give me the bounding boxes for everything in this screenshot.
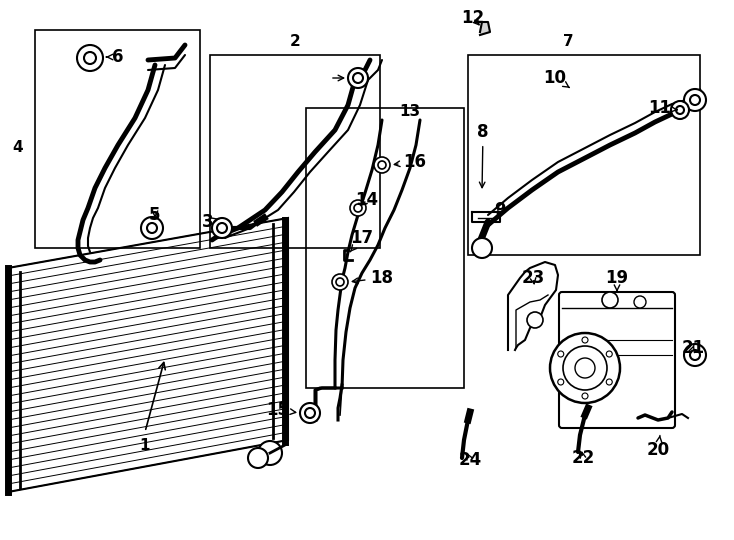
Text: 15: 15	[266, 401, 296, 419]
Text: 2: 2	[290, 35, 300, 50]
Text: 12: 12	[462, 9, 484, 27]
Circle shape	[676, 106, 684, 114]
Circle shape	[671, 101, 689, 119]
Circle shape	[602, 292, 618, 308]
Text: 6: 6	[106, 48, 124, 66]
Polygon shape	[508, 262, 558, 350]
Text: 17: 17	[350, 229, 374, 252]
Circle shape	[248, 448, 268, 468]
Circle shape	[634, 296, 646, 308]
Text: 21: 21	[681, 339, 705, 357]
Circle shape	[582, 337, 588, 343]
Text: 4: 4	[12, 140, 23, 156]
Circle shape	[350, 200, 366, 216]
Circle shape	[558, 379, 564, 385]
Circle shape	[336, 278, 344, 286]
Circle shape	[217, 223, 227, 233]
Text: 20: 20	[647, 435, 669, 459]
Text: 18: 18	[352, 269, 393, 287]
Circle shape	[141, 217, 163, 239]
Circle shape	[332, 274, 348, 290]
Text: 19: 19	[606, 269, 628, 291]
Circle shape	[690, 350, 700, 360]
Circle shape	[684, 89, 706, 111]
Text: 3: 3	[202, 213, 219, 231]
Circle shape	[84, 52, 96, 64]
Circle shape	[77, 45, 103, 71]
Circle shape	[550, 333, 620, 403]
Text: 23: 23	[521, 269, 545, 287]
Circle shape	[472, 238, 492, 258]
Text: 9: 9	[494, 201, 506, 219]
Circle shape	[690, 95, 700, 105]
Circle shape	[300, 403, 320, 423]
Bar	[35, 30, 200, 248]
Text: 22: 22	[571, 449, 595, 467]
Circle shape	[258, 441, 282, 465]
Circle shape	[684, 344, 706, 366]
Circle shape	[558, 351, 564, 357]
Polygon shape	[8, 218, 288, 492]
Bar	[306, 108, 464, 388]
Circle shape	[563, 346, 607, 390]
Text: 8: 8	[477, 123, 489, 188]
Text: 7: 7	[563, 35, 573, 50]
Text: 10: 10	[543, 69, 570, 87]
Text: 1: 1	[139, 437, 150, 453]
Circle shape	[378, 161, 386, 169]
Bar	[210, 55, 380, 248]
Circle shape	[527, 312, 543, 328]
Circle shape	[353, 73, 363, 83]
Circle shape	[348, 68, 368, 88]
Circle shape	[354, 204, 362, 212]
Circle shape	[582, 393, 588, 399]
FancyBboxPatch shape	[559, 292, 675, 428]
Circle shape	[606, 351, 612, 357]
Circle shape	[305, 408, 315, 418]
Circle shape	[575, 358, 595, 378]
Circle shape	[606, 379, 612, 385]
Circle shape	[147, 223, 157, 233]
Circle shape	[212, 218, 232, 238]
Text: 13: 13	[399, 105, 421, 119]
Text: 11: 11	[649, 99, 677, 117]
Polygon shape	[480, 22, 490, 35]
Text: 5: 5	[149, 206, 161, 224]
Text: 24: 24	[458, 451, 482, 469]
Bar	[468, 55, 700, 255]
Text: 16: 16	[394, 153, 426, 171]
Circle shape	[374, 157, 390, 173]
Text: 14: 14	[355, 191, 379, 209]
